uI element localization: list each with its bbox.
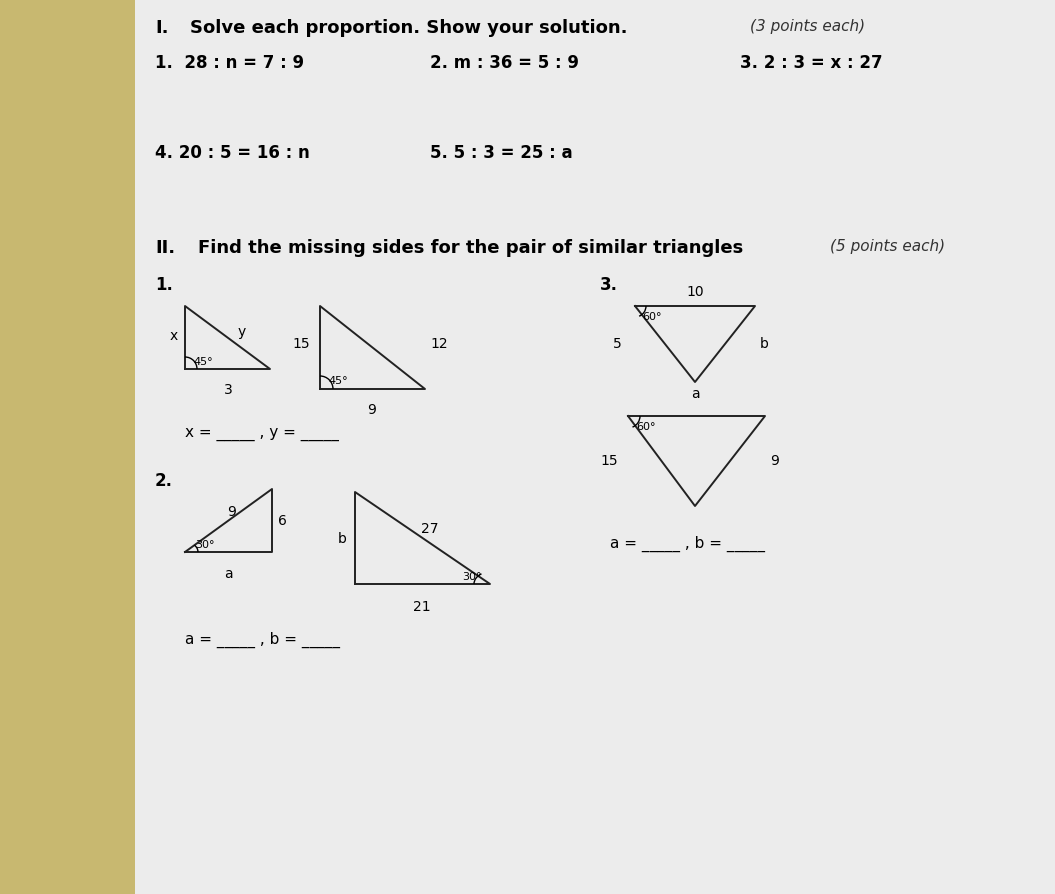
FancyBboxPatch shape bbox=[135, 0, 1055, 894]
Text: I.: I. bbox=[155, 19, 169, 37]
Text: a: a bbox=[691, 387, 699, 401]
Text: 30°: 30° bbox=[462, 572, 481, 582]
Text: 12: 12 bbox=[430, 337, 447, 351]
FancyBboxPatch shape bbox=[0, 0, 135, 894]
Text: 15: 15 bbox=[292, 337, 310, 351]
Text: 4. 20 : 5 = 16 : n: 4. 20 : 5 = 16 : n bbox=[155, 144, 310, 162]
Text: x: x bbox=[170, 329, 178, 343]
Text: 2.: 2. bbox=[155, 472, 173, 490]
Text: b: b bbox=[760, 337, 769, 351]
Text: 45°: 45° bbox=[193, 357, 213, 367]
Text: (3 points each): (3 points each) bbox=[750, 19, 865, 34]
Text: 6: 6 bbox=[279, 514, 287, 528]
Text: II.: II. bbox=[155, 239, 175, 257]
Text: 3. 2 : 3 = x : 27: 3. 2 : 3 = x : 27 bbox=[740, 54, 883, 72]
Text: x = _____ , y = _____: x = _____ , y = _____ bbox=[185, 426, 339, 441]
Text: (5 points each): (5 points each) bbox=[830, 239, 945, 254]
Text: b: b bbox=[338, 532, 347, 546]
Text: 9: 9 bbox=[367, 403, 377, 417]
Text: Find the missing sides for the pair of similar triangles: Find the missing sides for the pair of s… bbox=[198, 239, 744, 257]
Text: Solve each proportion. Show your solution.: Solve each proportion. Show your solutio… bbox=[190, 19, 628, 37]
Text: 2. m : 36 = 5 : 9: 2. m : 36 = 5 : 9 bbox=[430, 54, 579, 72]
Text: y: y bbox=[238, 325, 246, 339]
Text: 27: 27 bbox=[421, 522, 439, 536]
Text: 45°: 45° bbox=[328, 376, 348, 386]
Text: 60°: 60° bbox=[636, 422, 655, 432]
Text: 21: 21 bbox=[414, 600, 430, 614]
Text: 3: 3 bbox=[224, 383, 232, 397]
Text: 15: 15 bbox=[600, 454, 618, 468]
Text: 9: 9 bbox=[228, 505, 236, 519]
Text: 10: 10 bbox=[686, 285, 704, 299]
Text: 1.: 1. bbox=[155, 276, 173, 294]
Text: 1.  28 : n = 7 : 9: 1. 28 : n = 7 : 9 bbox=[155, 54, 304, 72]
Text: 60°: 60° bbox=[642, 312, 661, 322]
Text: 3.: 3. bbox=[600, 276, 618, 294]
Text: a = _____ , b = _____: a = _____ , b = _____ bbox=[185, 632, 340, 648]
Text: 5: 5 bbox=[613, 337, 622, 351]
Text: a = _____ , b = _____: a = _____ , b = _____ bbox=[610, 536, 765, 552]
Text: 5. 5 : 3 = 25 : a: 5. 5 : 3 = 25 : a bbox=[430, 144, 573, 162]
Text: a: a bbox=[224, 567, 232, 581]
Text: 9: 9 bbox=[770, 454, 779, 468]
Text: 30°: 30° bbox=[195, 540, 214, 550]
